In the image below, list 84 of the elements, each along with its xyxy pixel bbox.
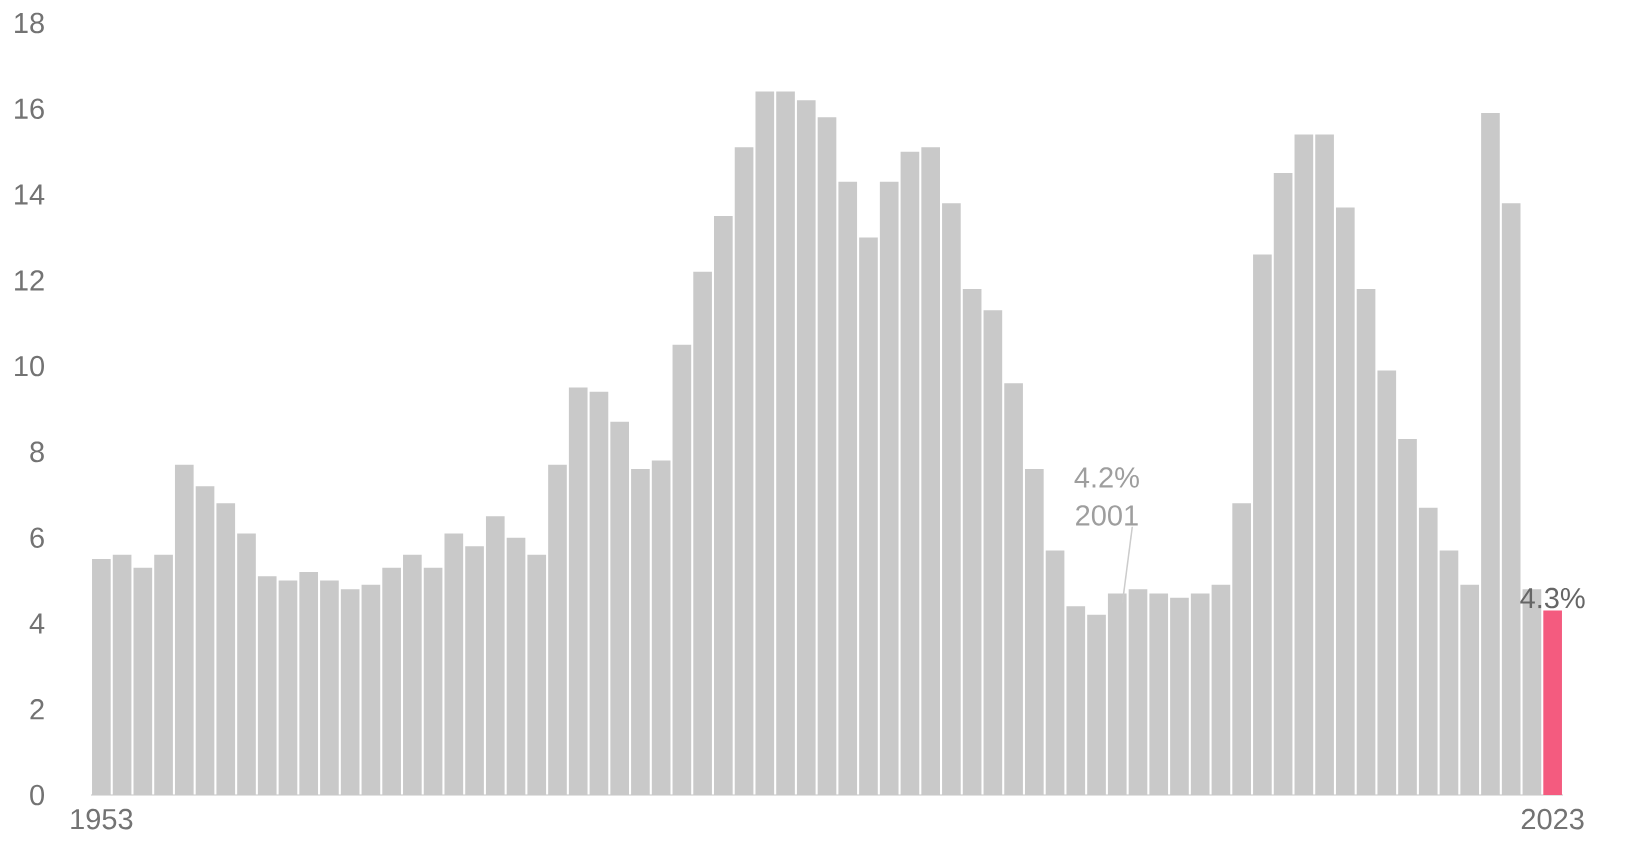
- bar: [1439, 550, 1459, 795]
- y-tick-label: 10: [15, 355, 44, 377]
- bar: [610, 421, 630, 795]
- bar: [1356, 288, 1376, 795]
- bar: [257, 576, 277, 795]
- y-tick-label: 4: [29, 613, 45, 634]
- bar: [216, 503, 236, 795]
- bar: [506, 537, 526, 795]
- bar: [382, 567, 401, 795]
- x-tick-label: 1953: [71, 808, 133, 830]
- bar: [1211, 584, 1231, 795]
- bar: [278, 580, 298, 795]
- bar: [174, 464, 194, 795]
- bar: [548, 464, 567, 795]
- bar: [983, 310, 1003, 795]
- y-tick-label: 2: [30, 699, 44, 720]
- bar: [817, 117, 837, 795]
- bar: [651, 460, 671, 795]
- bar: [1481, 113, 1500, 795]
- bar: [1460, 584, 1480, 795]
- bar: [631, 469, 650, 795]
- bar: [1149, 593, 1169, 795]
- bar: [1315, 134, 1334, 795]
- y-tick-label: 8: [30, 441, 44, 463]
- bar: [527, 554, 547, 795]
- bar: [859, 237, 878, 795]
- bar: [1045, 550, 1065, 795]
- bar: [1335, 207, 1355, 795]
- bar: [755, 91, 775, 795]
- bar: [299, 571, 319, 795]
- bar: [195, 486, 215, 795]
- bar: [361, 584, 381, 795]
- bar: [1501, 203, 1521, 795]
- bar: [714, 215, 733, 795]
- bar: [734, 147, 754, 795]
- bar: [485, 516, 505, 795]
- y-tick-label: 6: [30, 527, 44, 548]
- bar: [1398, 439, 1417, 795]
- bar: [568, 387, 588, 795]
- bar: [1543, 610, 1562, 795]
- bar: [1170, 597, 1189, 795]
- bar: [465, 546, 484, 795]
- bar: [112, 554, 132, 795]
- y-tick-label: 14: [15, 184, 45, 205]
- bar: [1066, 606, 1086, 795]
- bar: [1087, 614, 1106, 795]
- bar: [237, 533, 256, 795]
- y-tick-label: 16: [15, 98, 44, 120]
- bar: [1232, 503, 1251, 795]
- bar: [672, 344, 692, 795]
- bar: [1253, 254, 1272, 795]
- bar: [962, 288, 982, 795]
- bar: [444, 533, 464, 795]
- bar: [403, 554, 422, 795]
- bar: [133, 567, 153, 795]
- bar: [693, 271, 712, 795]
- y-tick-label: 0: [30, 784, 45, 806]
- annotation: 4.2%: [1074, 467, 1139, 488]
- y-tick-label: 18: [15, 12, 44, 34]
- bar: [1418, 507, 1438, 795]
- bar: [92, 559, 111, 795]
- bar: [838, 181, 858, 795]
- annotation: 2001: [1076, 505, 1138, 526]
- x-tick-label: 2023: [1521, 808, 1584, 830]
- bar: [796, 100, 816, 795]
- bar: [423, 567, 443, 795]
- bar: [1025, 469, 1044, 795]
- bar: [1128, 589, 1148, 795]
- bar: [942, 203, 961, 795]
- bar: [921, 147, 940, 795]
- bar: [340, 589, 360, 795]
- bar: [1004, 383, 1023, 795]
- bar: [1273, 173, 1293, 795]
- bar: [900, 151, 920, 795]
- bar: [154, 554, 173, 795]
- bar: [879, 181, 899, 795]
- bar: [776, 91, 795, 795]
- bar: [589, 391, 609, 795]
- y-tick-label: 12: [15, 270, 44, 291]
- bar: [1294, 134, 1314, 795]
- bar: [1377, 370, 1397, 795]
- bar: [1190, 593, 1210, 795]
- data-label: 4.3%: [1520, 587, 1585, 609]
- bar: [320, 580, 339, 795]
